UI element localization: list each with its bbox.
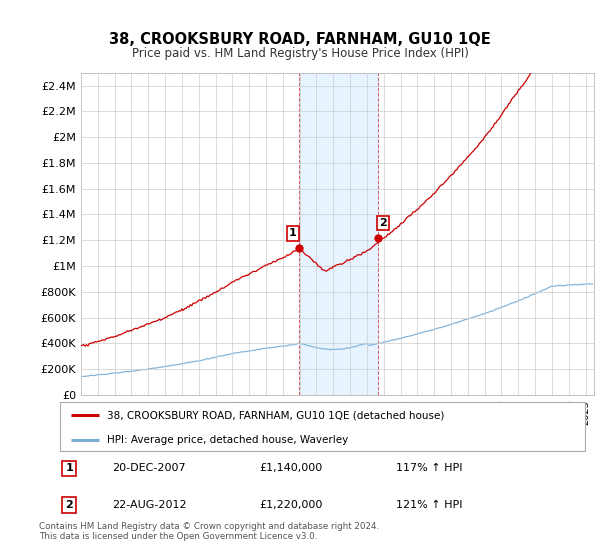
Text: 22-AUG-2012: 22-AUG-2012 [113,500,187,510]
Text: 1: 1 [65,464,73,473]
Text: 2: 2 [65,500,73,510]
Text: 117% ↑ HPI: 117% ↑ HPI [396,464,463,473]
Text: Contains HM Land Registry data © Crown copyright and database right 2024.
This d: Contains HM Land Registry data © Crown c… [39,522,379,542]
Text: £1,140,000: £1,140,000 [260,464,323,473]
Text: 2: 2 [379,218,387,228]
Text: Price paid vs. HM Land Registry's House Price Index (HPI): Price paid vs. HM Land Registry's House … [131,47,469,60]
Text: 20-DEC-2007: 20-DEC-2007 [113,464,186,473]
Text: 38, CROOKSBURY ROAD, FARNHAM, GU10 1QE: 38, CROOKSBURY ROAD, FARNHAM, GU10 1QE [109,32,491,48]
Bar [299,73,377,395]
Text: £1,220,000: £1,220,000 [260,500,323,510]
Text: 121% ↑ HPI: 121% ↑ HPI [396,500,463,510]
Text: 1: 1 [289,228,297,239]
Text: HPI: Average price, detached house, Waverley: HPI: Average price, detached house, Wave… [107,435,349,445]
Text: 38, CROOKSBURY ROAD, FARNHAM, GU10 1QE (detached house): 38, CROOKSBURY ROAD, FARNHAM, GU10 1QE (… [107,410,445,421]
